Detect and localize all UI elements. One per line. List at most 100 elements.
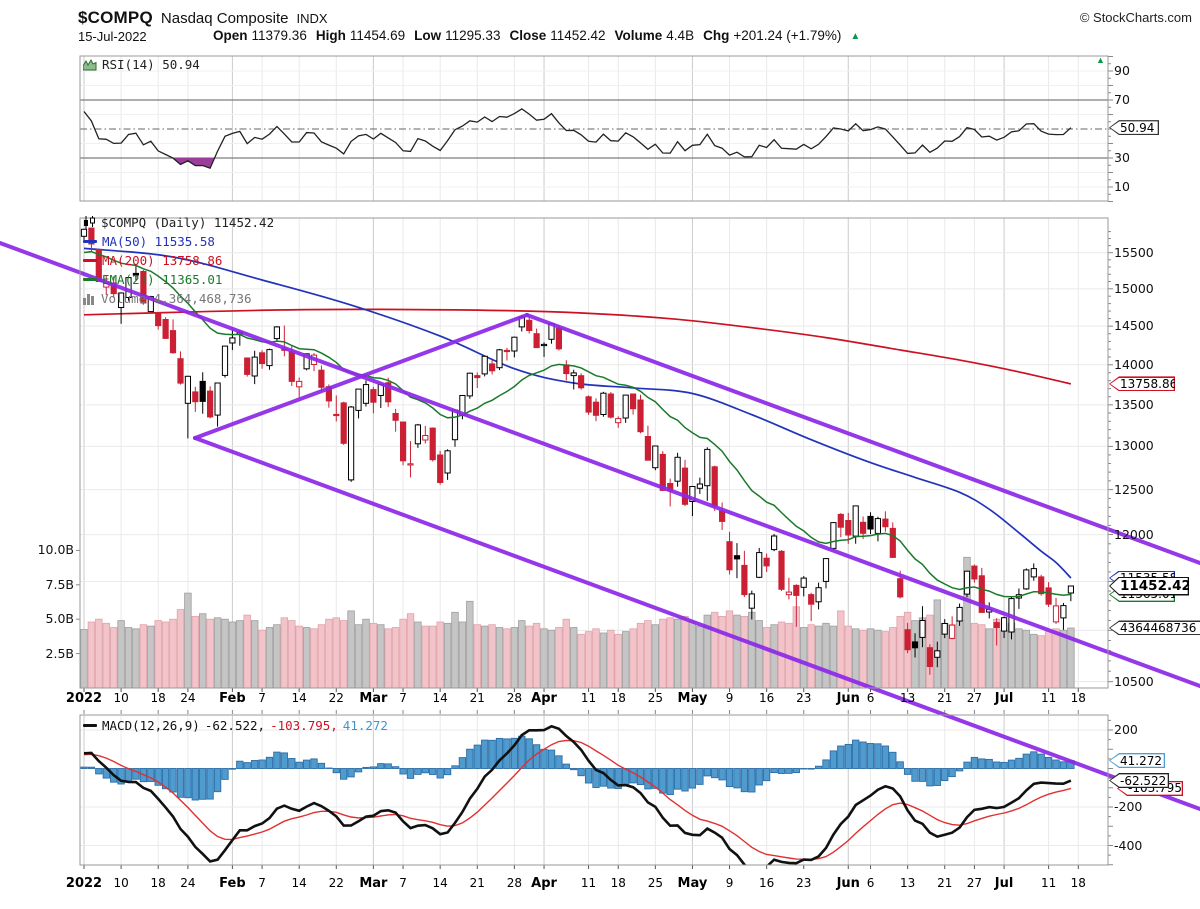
x-axis-label: 7: [258, 876, 266, 890]
x-axis-label: 11: [580, 691, 597, 705]
macd-axis-label: 200: [1114, 722, 1138, 737]
price-legend: $COMPQ (Daily) 11452.42: [83, 215, 274, 230]
symbol: $COMPQ: [78, 8, 153, 27]
price-axis-label: 13500: [1114, 396, 1154, 412]
x-axis-label: 7: [399, 691, 407, 705]
price-axis-label: 15000: [1114, 280, 1154, 296]
x-axis-label: 27: [966, 691, 983, 705]
axis-ticks: [76, 56, 1113, 869]
x-axis-label: 9: [725, 876, 734, 890]
x-axis-label: 18: [150, 876, 166, 890]
x-axis-label: 21: [937, 876, 953, 890]
macd-callout: 41.272: [1109, 753, 1165, 769]
volume-field: Volume 4.4B: [614, 28, 695, 43]
rsi-legend: RSI(14) 50.94: [83, 57, 200, 72]
x-axis-label: 23: [796, 691, 812, 705]
x-axis-label: 25: [647, 691, 663, 705]
x-axis-label: 24: [180, 876, 196, 890]
macd-axis-label: -200: [1114, 799, 1143, 814]
x-axis-label: 6: [866, 876, 875, 890]
price-axis-label: 15500: [1114, 244, 1154, 260]
x-axis-label: 18: [1070, 876, 1086, 890]
x-axis-label: 25: [647, 876, 663, 890]
x-axis-label: 7: [258, 691, 266, 705]
x-axis-label: Feb: [219, 876, 246, 891]
x-axis-label: 16: [758, 876, 775, 890]
x-axis-label: 10: [113, 876, 129, 890]
x-axis-label: Jun: [836, 876, 860, 891]
x-axis-label: 14: [432, 876, 448, 890]
x-axis-label: Apr: [531, 691, 557, 706]
x-axis-label: 21: [469, 876, 485, 890]
ma50-legend: MA(50) 11535.58: [83, 234, 215, 249]
price-axis-label: 12500: [1114, 481, 1154, 497]
rsi-axis-label: 10: [1114, 179, 1130, 194]
x-axis-label: 13: [899, 691, 916, 705]
price-axis-label: 14000: [1114, 356, 1154, 372]
price-callout: 13758.86: [1109, 376, 1175, 392]
ma200-legend-label: MA(200) 13758.86: [102, 253, 223, 268]
volume-legend-label: Volume 4,364,468,736: [101, 291, 252, 306]
ma50-legend-label: MA(50) 11535.58: [102, 234, 215, 249]
price-callout: 11452.42: [1109, 576, 1189, 596]
rsi-callout: 50.94: [1109, 120, 1159, 136]
chart-date: 15-Jul-2022: [78, 29, 147, 44]
volume-bars-icon: [83, 293, 94, 305]
macd-signal-value: -103.795,: [270, 718, 338, 733]
macd-plot: [80, 724, 1075, 865]
rsi-plot: [83, 108, 1072, 170]
x-axis-label: Jul: [994, 691, 1014, 706]
low-field: Low 11295.33: [414, 28, 501, 43]
x-axis-label: 7: [399, 876, 407, 890]
macd-line-icon: [83, 723, 97, 728]
x-axis-label: 18: [610, 691, 626, 705]
volume-axis-label: 7.5B: [45, 576, 74, 592]
x-axis-label: May: [677, 691, 708, 706]
rsi-axis-label: 70: [1114, 92, 1130, 107]
x-axis-label: 18: [150, 691, 166, 705]
ema21-legend-label: EMA(21) 11365.01: [102, 272, 223, 287]
rsi-legend-label: RSI(14) 50.94: [102, 57, 200, 72]
rsi-axis-label: 90: [1114, 63, 1130, 78]
x-axis-label: May: [677, 876, 708, 891]
ma200-legend: MA(200) 13758.86: [83, 253, 222, 268]
x-axis-label: 27: [966, 876, 983, 890]
volume-axis-label: 10.0B: [37, 542, 74, 558]
volume-axis-label: 5.0B: [45, 611, 74, 627]
x-axis-label: 28: [506, 691, 522, 705]
x-axis-label: 6: [866, 691, 875, 705]
x-axis-label: 14: [432, 691, 448, 705]
macd-value: -62.522,: [204, 718, 266, 733]
x-axis-label: 14: [291, 876, 307, 890]
x-axis-label: 28: [506, 876, 522, 890]
x-axis-label: 22: [328, 876, 344, 890]
annotation-arrow-icon: ▲: [1096, 55, 1105, 65]
stockcharts-credit: © StockCharts.com: [1079, 10, 1192, 25]
price-axis-label: 12000: [1114, 526, 1154, 542]
volume-legend: Volume 4,364,468,736: [83, 291, 252, 306]
x-axis-label: 22: [328, 691, 344, 705]
x-axis-label: 18: [610, 876, 626, 890]
rsi-axis-label: 30: [1114, 150, 1130, 165]
x-axis-label: 11: [1040, 691, 1057, 705]
volume-axis-label: 2.5B: [45, 645, 74, 661]
x-axis-label: 9: [725, 691, 734, 705]
close-field: Close 11452.42: [509, 28, 606, 43]
x-axis-label: 11: [580, 876, 597, 890]
x-axis-label: 11: [1040, 876, 1057, 890]
x-axis-label: 14: [291, 691, 307, 705]
x-axis-label: 10: [113, 691, 129, 705]
x-axis-label: 13: [899, 876, 916, 890]
macd-hist-value: 41.272: [342, 718, 388, 733]
x-axis-label: 2022: [65, 691, 103, 706]
macd-legend: MACD(12,26,9) -62.522, -103.795, 41.272: [83, 718, 388, 733]
x-axis-label: Feb: [219, 691, 246, 706]
x-axis-label: 2022: [65, 876, 103, 891]
price-axis-label: 13000: [1114, 438, 1154, 454]
trendline-annotations: [0, 241, 1200, 811]
x-axis-label: 24: [180, 691, 196, 705]
symbol-name: Nasdaq Composite: [160, 10, 289, 27]
